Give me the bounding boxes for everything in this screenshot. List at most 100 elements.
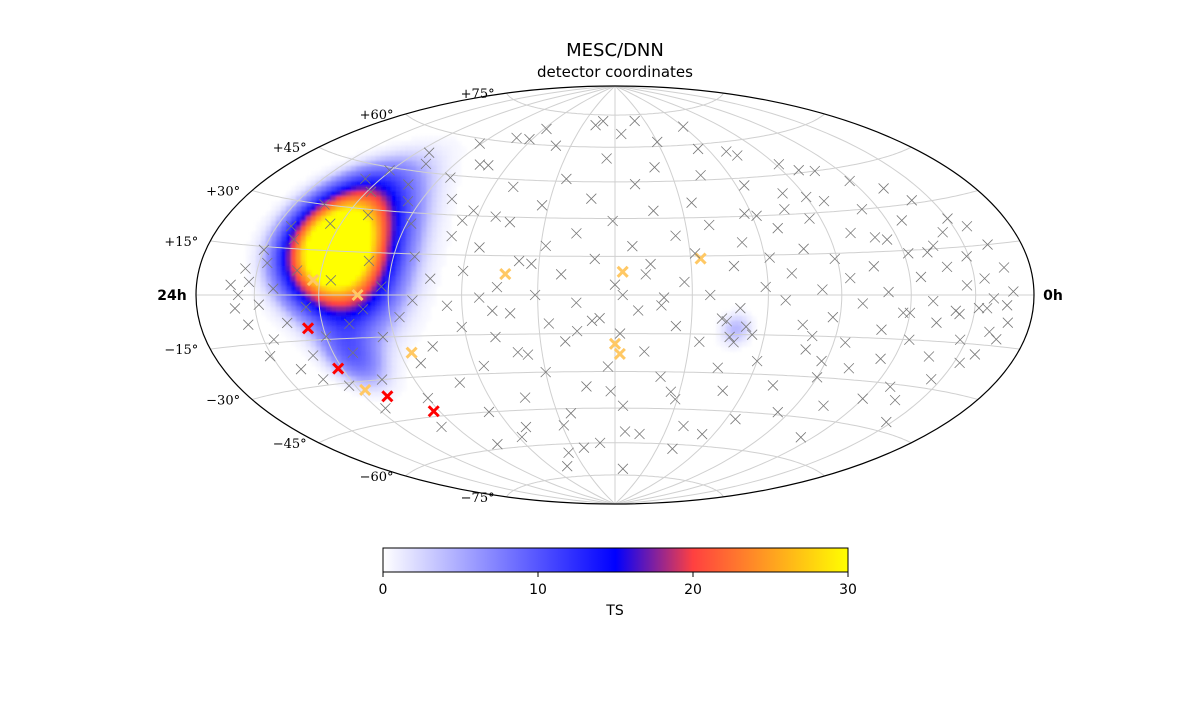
event-marker — [717, 385, 728, 397]
event-marker — [586, 193, 597, 204]
event-marker — [499, 267, 512, 281]
event-marker — [301, 322, 315, 335]
event-marker — [394, 311, 405, 323]
event-marker — [692, 143, 704, 155]
event-marker — [594, 437, 606, 449]
event-marker — [868, 261, 880, 272]
event-marker — [617, 463, 629, 475]
event-marker — [291, 265, 303, 276]
event-marker — [797, 319, 809, 331]
event-marker — [317, 374, 329, 385]
event-marker — [942, 213, 953, 224]
event-marker — [427, 341, 438, 352]
event-marker — [362, 209, 374, 221]
event-marker — [883, 286, 894, 298]
event-marker — [724, 331, 735, 343]
event-marker — [225, 279, 236, 291]
event-marker — [454, 377, 466, 388]
event-marker — [613, 347, 626, 360]
event-marker — [629, 178, 641, 190]
event-marker — [844, 175, 855, 187]
event-marker — [240, 263, 251, 274]
event-marker — [827, 311, 839, 323]
event-marker — [961, 280, 973, 291]
event-marker — [979, 273, 990, 284]
event-marker — [380, 403, 391, 414]
event-marker — [295, 363, 307, 375]
colorbar: 0 10 20 30 TS — [379, 547, 857, 619]
event-marker — [961, 251, 972, 262]
lat-tick-label: +75° — [461, 87, 495, 102]
colorbar-tick-label: 0 — [379, 582, 388, 598]
event-marker — [906, 195, 918, 206]
event-marker — [424, 273, 436, 284]
event-marker — [359, 383, 372, 396]
meridian-line — [253, 86, 616, 504]
event-marker — [677, 121, 689, 132]
event-marker — [347, 347, 359, 359]
event-marker — [561, 173, 572, 185]
event-marker — [656, 300, 667, 311]
event-marker — [360, 173, 371, 185]
event-marker — [736, 237, 748, 248]
event-marker — [973, 302, 985, 314]
event-marker — [541, 123, 552, 135]
event-marker — [420, 158, 432, 170]
event-marker — [402, 195, 414, 207]
event-marker — [559, 336, 571, 347]
event-marker — [619, 426, 631, 437]
event-marker — [669, 393, 681, 405]
colorbar-label: TS — [605, 603, 624, 619]
event-marker — [695, 169, 706, 181]
event-marker — [651, 136, 663, 148]
event-marker — [878, 183, 889, 194]
event-marker — [281, 317, 293, 329]
meridian-line — [614, 86, 977, 504]
event-marker — [436, 421, 447, 433]
event-marker — [529, 289, 541, 301]
event-marker — [343, 380, 355, 391]
event-marker — [473, 292, 485, 303]
meridian-line — [537, 86, 616, 504]
event-marker — [242, 319, 254, 330]
event-marker — [843, 362, 855, 374]
lat-tick-label: −45° — [273, 437, 307, 452]
meridian-line — [614, 86, 912, 504]
event-marker — [565, 408, 577, 419]
event-marker — [571, 325, 583, 337]
event-marker — [516, 431, 528, 443]
event-marker — [779, 203, 790, 215]
event-marker — [780, 295, 791, 306]
event-marker — [627, 240, 638, 252]
event-marker — [670, 230, 681, 242]
event-marker — [881, 234, 893, 245]
event-marker — [857, 393, 868, 404]
event-marker — [740, 321, 752, 332]
event-marker — [324, 218, 336, 229]
event-marker — [512, 346, 524, 358]
lat-tick-label: +30° — [206, 185, 240, 200]
event-marker — [264, 350, 276, 362]
event-marker — [773, 158, 785, 170]
event-marker — [632, 305, 644, 316]
event-marker — [927, 295, 939, 307]
event-marker — [777, 188, 788, 199]
event-marker — [405, 218, 417, 229]
event-marker — [405, 346, 418, 359]
event-marker — [904, 307, 916, 319]
event-marker — [578, 442, 590, 453]
event-marker — [902, 248, 914, 259]
event-marker — [446, 193, 458, 205]
colorbar-gradient — [382, 547, 849, 573]
meridian-line — [318, 86, 616, 504]
event-marker — [856, 203, 868, 215]
event-marker — [616, 265, 629, 278]
event-marker — [558, 420, 570, 431]
event-marker — [468, 205, 479, 216]
event-marker — [550, 140, 562, 151]
event-marker — [764, 252, 775, 263]
event-marker — [332, 362, 345, 375]
event-marker — [262, 257, 273, 269]
event-marker — [658, 292, 670, 303]
